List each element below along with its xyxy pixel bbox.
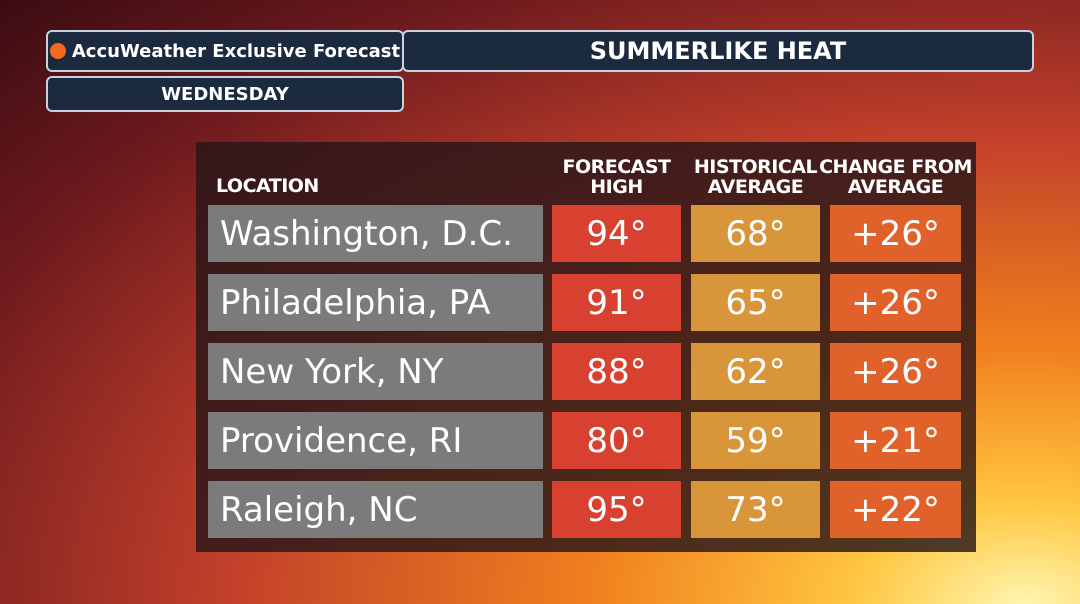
value-cell: +26°	[830, 205, 961, 262]
location-cell: Providence, RI	[208, 412, 543, 469]
value-cell: 91°	[552, 274, 681, 331]
value-cell: +26°	[830, 343, 961, 400]
value-cell: 73°	[691, 481, 820, 538]
value-cell: 59°	[691, 412, 820, 469]
value-cell: 88°	[552, 343, 681, 400]
value-cell: +21°	[830, 412, 961, 469]
value-cell: 95°	[552, 481, 681, 538]
location-cell: New York, NY	[208, 343, 543, 400]
location-cell: Raleigh, NC	[208, 481, 543, 538]
value-cell: +22°	[830, 481, 961, 538]
column-header: HISTORICAL AVERAGE	[693, 156, 818, 198]
title-bar: SUMMERLIKE HEAT	[402, 30, 1034, 72]
column-header: FORECAST HIGH	[562, 156, 671, 198]
value-cell: 62°	[691, 343, 820, 400]
value-cell: 94°	[552, 205, 681, 262]
column-header: CHANGE FROM AVERAGE	[819, 156, 972, 198]
column-header: LOCATION	[216, 175, 319, 197]
brand: AccuWeather Exclusive Forecast	[71, 40, 401, 62]
location-cell: Philadelphia, PA	[208, 274, 543, 331]
location-cell: Washington, D.C.	[208, 205, 543, 262]
brand-box: AccuWeather Exclusive Forecast	[46, 30, 404, 72]
value-cell: +26°	[830, 274, 961, 331]
day-box: WEDNESDAY	[46, 76, 404, 112]
day: WEDNESDAY	[161, 83, 289, 105]
value-cell: 80°	[552, 412, 681, 469]
value-cell: 65°	[691, 274, 820, 331]
logo-icon	[49, 43, 66, 59]
value-cell: 68°	[691, 205, 820, 262]
title: SUMMERLIKE HEAT	[589, 37, 847, 65]
